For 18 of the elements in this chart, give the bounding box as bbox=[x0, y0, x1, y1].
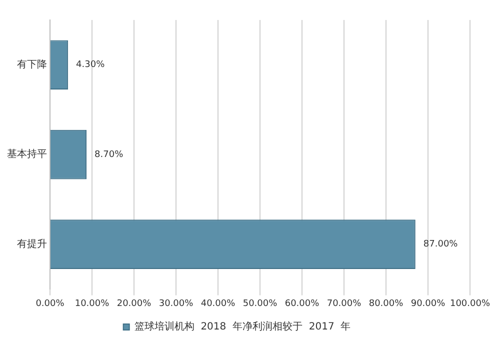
x-tick-label: 10.00% bbox=[74, 298, 110, 309]
y-tick-label: 基本持平 bbox=[7, 148, 47, 160]
x-tick-label: 40.00% bbox=[200, 298, 236, 309]
data-label: 8.70% bbox=[94, 150, 124, 160]
y-tick-label: 有提升 bbox=[17, 238, 47, 250]
legend-label: 篮球培训机构 2018 年净利润相较于 2017 年 bbox=[134, 320, 351, 333]
data-label: 4.30% bbox=[76, 60, 106, 70]
x-tick-label: 100.00% bbox=[450, 298, 490, 309]
y-tick-label: 有下降 bbox=[17, 58, 47, 70]
x-tick-label: 80.00% bbox=[368, 298, 404, 309]
x-tick-label: 70.00% bbox=[326, 298, 362, 309]
x-tick-label: 30.00% bbox=[158, 298, 194, 309]
x-tick-label: 20.00% bbox=[116, 298, 152, 309]
x-tick-label: 60.00% bbox=[284, 298, 320, 309]
x-tick-label: 50.00% bbox=[242, 298, 278, 309]
data-label: 87.00% bbox=[423, 240, 458, 250]
x-tick-label: 90.00% bbox=[410, 298, 446, 309]
x-tick-label: 0.00% bbox=[36, 298, 65, 309]
